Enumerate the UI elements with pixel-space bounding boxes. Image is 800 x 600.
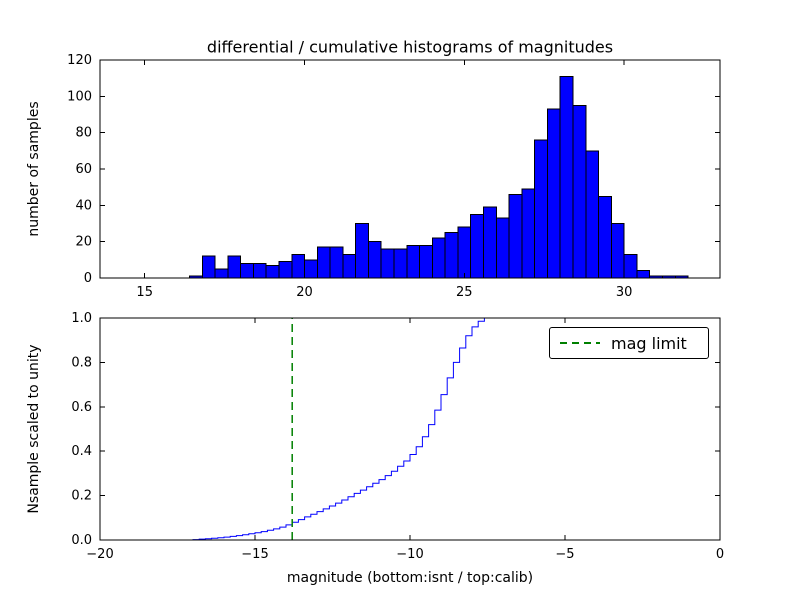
y-tick-label: 120 bbox=[67, 53, 92, 68]
histogram-bar bbox=[316, 246, 331, 279]
histogram-bar bbox=[444, 232, 459, 279]
histogram-bar bbox=[278, 261, 293, 279]
y-tick-label: 0.2 bbox=[71, 489, 92, 504]
histogram-bar bbox=[393, 248, 408, 279]
legend-line-sample bbox=[560, 342, 600, 344]
x-tick-label: −5 bbox=[555, 547, 574, 562]
histogram-bar bbox=[508, 193, 523, 279]
y-tick-label: 0 bbox=[84, 271, 92, 286]
histogram-bar bbox=[457, 226, 472, 279]
x-tick-label: 25 bbox=[456, 285, 473, 300]
histogram-bar bbox=[201, 255, 216, 279]
histogram-bar bbox=[406, 244, 421, 279]
legend-label: mag limit bbox=[611, 333, 687, 353]
histogram-bar bbox=[368, 241, 382, 279]
histogram-bar bbox=[355, 223, 370, 279]
histogram-bar bbox=[546, 108, 561, 279]
histogram-bar bbox=[483, 206, 497, 279]
histogram-bar bbox=[623, 253, 638, 279]
y-tick-label: 0.6 bbox=[71, 400, 92, 415]
histogram-bar bbox=[304, 259, 318, 279]
y-tick-label: 100 bbox=[67, 89, 92, 104]
legend: mag limit bbox=[549, 327, 709, 359]
histogram-bar bbox=[559, 75, 574, 279]
bottom-ylabel: Nsample scaled to unity bbox=[26, 344, 42, 514]
histogram-bar bbox=[240, 263, 254, 279]
histogram-bar bbox=[534, 139, 548, 279]
x-tick-label: −10 bbox=[396, 547, 423, 562]
histogram-bar bbox=[419, 244, 433, 279]
histogram-bar bbox=[495, 217, 510, 279]
x-tick-label: 0 bbox=[716, 547, 724, 562]
y-tick-label: 80 bbox=[75, 126, 92, 141]
figure-title: differential / cumulative histograms of … bbox=[206, 37, 614, 57]
x-tick-label: −15 bbox=[241, 547, 268, 562]
y-tick-label: 40 bbox=[75, 198, 92, 213]
histogram-bar bbox=[265, 264, 280, 279]
x-axis-label: magnitude (bottom:isnt / top:calib) bbox=[286, 570, 534, 586]
x-tick-label: 15 bbox=[136, 285, 153, 300]
x-tick-label: −20 bbox=[86, 547, 113, 562]
y-tick-label: 60 bbox=[75, 162, 92, 177]
x-tick-label: 20 bbox=[296, 285, 313, 300]
y-tick-label: 0.0 bbox=[71, 533, 92, 548]
y-tick-label: 0.4 bbox=[71, 444, 92, 459]
histogram-bar bbox=[214, 268, 229, 279]
y-tick-label: 0.8 bbox=[71, 355, 92, 370]
y-tick-label: 20 bbox=[75, 235, 92, 250]
histogram-bar bbox=[329, 246, 344, 279]
histogram-bar bbox=[291, 253, 305, 279]
histogram-bar bbox=[598, 195, 612, 279]
histogram-bar bbox=[585, 150, 600, 279]
histogram-bar bbox=[572, 104, 587, 279]
histogram-bar bbox=[521, 188, 536, 279]
histogram-bar bbox=[342, 253, 357, 279]
histogram-bar bbox=[610, 223, 625, 279]
histogram-bar bbox=[252, 263, 267, 279]
histogram-bar bbox=[470, 213, 485, 279]
histogram-bar bbox=[636, 270, 651, 279]
y-tick-label: 1.0 bbox=[71, 311, 92, 326]
histogram-bar bbox=[227, 255, 242, 279]
histogram-bar bbox=[431, 237, 446, 279]
histogram-bar bbox=[380, 248, 395, 279]
top-ylabel: number of samples bbox=[26, 101, 42, 237]
x-tick-label: 30 bbox=[616, 285, 633, 300]
cumulative-step-line bbox=[100, 317, 720, 541]
